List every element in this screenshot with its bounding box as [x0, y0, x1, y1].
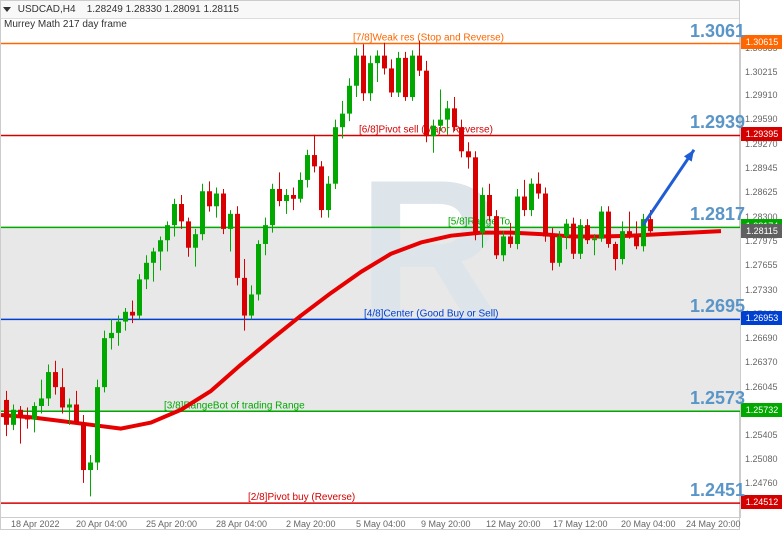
y-tick: 1.27330 — [745, 285, 778, 295]
murrey-price-label: 1.2695 — [690, 296, 782, 317]
y-tick: 1.29910 — [745, 90, 778, 100]
indicator-label: Murrey Math 217 day frame — [4, 19, 127, 30]
murrey-price-label: 1.2573 — [690, 388, 782, 409]
murrey-price-label: 1.2451 — [690, 480, 782, 501]
plot-area[interactable]: R[7/8]Weak res (Stop and Reverse)[6/8]Pi… — [1, 33, 741, 519]
y-tick: 1.27975 — [745, 236, 778, 246]
x-tick: 2 May 20:00 — [286, 519, 336, 529]
dropdown-icon[interactable] — [3, 7, 11, 12]
svg-text:R: R — [358, 139, 502, 362]
y-tick: 1.25080 — [745, 454, 778, 464]
x-tick: 28 Apr 04:00 — [216, 519, 267, 529]
y-tick: 1.28625 — [745, 187, 778, 197]
svg-text:[5/8]Range To: [5/8]Range To — [448, 216, 511, 227]
header-bar: USDCAD,H4 1.28249 1.28330 1.28091 1.2811… — [1, 1, 739, 19]
ohlc-label: 1.28249 1.28330 1.28091 1.28115 — [87, 4, 239, 15]
x-tick: 17 May 12:00 — [553, 519, 608, 529]
svg-text:[4/8]Center (Good Buy or Sell): [4/8]Center (Good Buy or Sell) — [364, 308, 499, 319]
y-tick: 1.27655 — [745, 260, 778, 270]
x-axis: 18 Apr 2022 20 Apr 04:00 25 Apr 20:00 28 Ap… — [1, 517, 741, 529]
murrey-price-label: 1.2939 — [690, 112, 782, 133]
y-tick: 1.26690 — [745, 333, 778, 343]
y-tick: 1.30215 — [745, 67, 778, 77]
chart-container: USDCAD,H4 1.28249 1.28330 1.28091 1.2811… — [0, 0, 740, 530]
y-tick: 1.26370 — [745, 357, 778, 367]
x-tick: 12 May 20:00 — [486, 519, 541, 529]
y-axis: 1.305351.302151.299101.295901.292701.289… — [740, 32, 782, 518]
x-tick: 20 Apr 04:00 — [76, 519, 127, 529]
x-tick: 5 May 04:00 — [356, 519, 406, 529]
y-tick: 1.28945 — [745, 163, 778, 173]
y-tick: 1.25405 — [745, 430, 778, 440]
price-box: 1.28115 — [741, 224, 782, 238]
murrey-price-label: 1.2817 — [690, 204, 782, 225]
symbol-label: USDCAD,H4 — [18, 4, 76, 15]
x-tick: 18 Apr 2022 — [11, 519, 60, 529]
svg-text:[2/8]Pivot buy (Reverse): [2/8]Pivot buy (Reverse) — [248, 492, 355, 503]
x-tick: 24 May 20:00 — [686, 519, 741, 529]
svg-text:[7/8]Weak res (Stop and Revers: [7/8]Weak res (Stop and Reverse) — [353, 33, 504, 44]
x-tick: 25 Apr 20:00 — [146, 519, 197, 529]
murrey-price-label: 1.3061 — [690, 21, 782, 42]
x-tick: 9 May 20:00 — [421, 519, 471, 529]
x-tick: 20 May 04:00 — [621, 519, 676, 529]
